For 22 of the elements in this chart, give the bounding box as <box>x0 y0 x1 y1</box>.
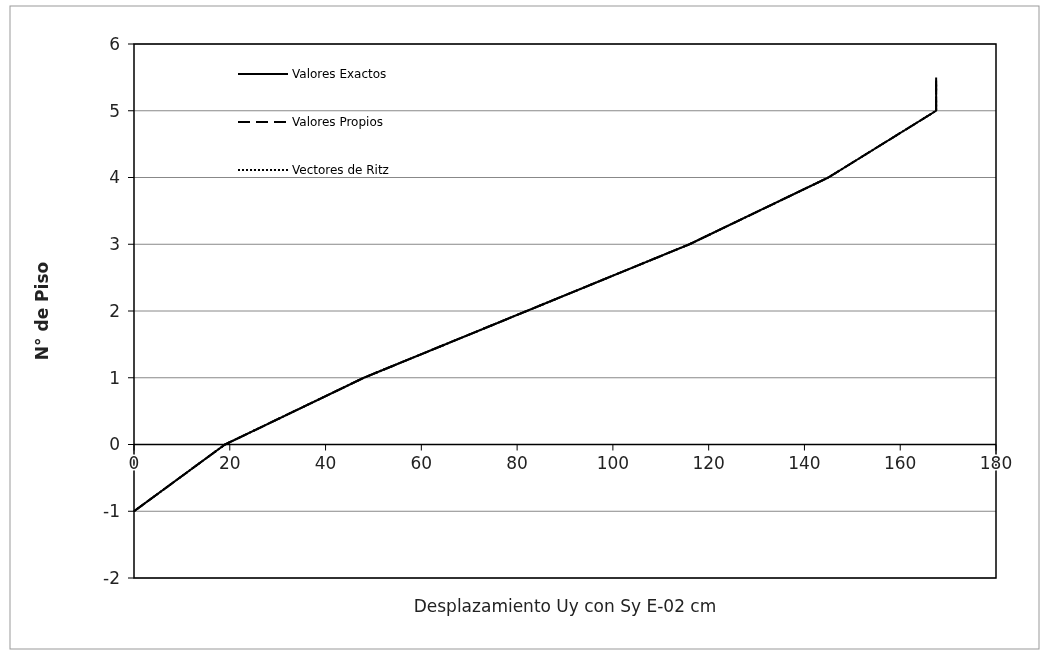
legend-label: Vectores de Ritz <box>292 163 389 178</box>
y-axis-title: N° de Piso <box>32 261 52 361</box>
y-tick-label: 0 <box>109 434 120 455</box>
y-tick-label: 4 <box>109 167 120 188</box>
x-tick-label: 40 <box>314 452 337 473</box>
y-tick-label: 3 <box>109 234 120 255</box>
y-tick-label: 1 <box>109 367 120 388</box>
x-tick-label: 100 <box>596 452 630 473</box>
legend-label: Valores Propios <box>292 115 384 130</box>
y-tick-label: -1 <box>103 501 120 522</box>
x-tick-label: 20 <box>218 452 241 473</box>
x-tick-label: 160 <box>884 452 917 473</box>
x-tick-label: 140 <box>788 452 821 473</box>
x-tick-label: 80 <box>506 452 528 473</box>
x-tick-label: 60 <box>410 452 433 473</box>
legend-label: Valores Exactos <box>292 67 387 82</box>
y-tick-label: 2 <box>109 300 120 321</box>
x-axis-title: Desplazamiento Uy con Sy E-02 cm <box>413 596 717 616</box>
y-tick-label: 6 <box>109 33 120 54</box>
x-tick-label: 120 <box>692 452 725 473</box>
y-tick-label: 5 <box>109 100 120 121</box>
y-tick-label: -2 <box>103 567 120 588</box>
